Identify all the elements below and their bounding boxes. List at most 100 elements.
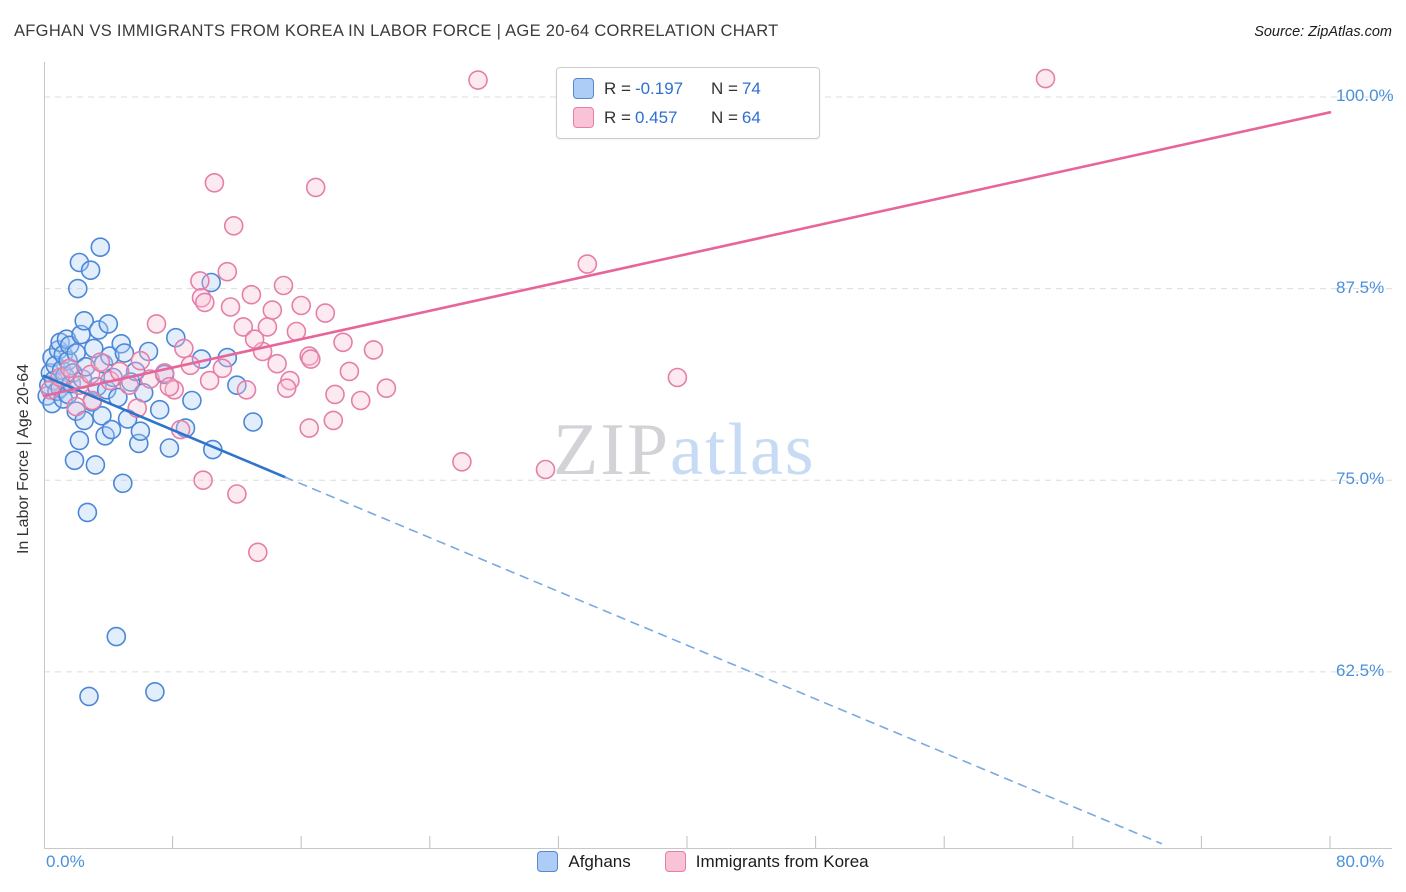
scatter-point-afghans[interactable] [77, 502, 98, 523]
scatter-point-korea[interactable] [193, 470, 213, 491]
scatter-point-afghans[interactable] [92, 405, 112, 426]
scatter-point-afghans[interactable] [101, 419, 122, 440]
scatter-point-afghans[interactable] [100, 346, 120, 366]
scatter-point-afghans[interactable] [98, 314, 119, 334]
scatter-point-korea[interactable] [220, 297, 241, 317]
scatter-point-afghans[interactable] [149, 399, 170, 420]
n-value-afghans: 74 [741, 78, 761, 98]
scatter-point-afghans[interactable] [74, 310, 94, 331]
scatter-point-korea[interactable] [667, 367, 688, 388]
scatter-point-korea[interactable] [90, 352, 111, 373]
scatter-point-korea[interactable] [59, 358, 80, 379]
scatter-point-korea[interactable] [204, 173, 225, 193]
series-legend: Afghans Immigrants from Korea [0, 851, 1406, 872]
scatter-point-korea[interactable] [66, 396, 86, 417]
r-label: R = [604, 107, 631, 127]
scatter-point-afghans[interactable] [69, 252, 90, 273]
afghans-swatch-icon [537, 851, 559, 872]
legend-item-korea: Immigrants from Korea [664, 851, 869, 872]
scatter-point-korea[interactable] [363, 340, 384, 360]
scatter-point-korea[interactable] [146, 314, 167, 334]
scatter-point-afghans[interactable] [227, 375, 247, 396]
korea-swatch-icon [664, 851, 686, 872]
scatter-point-korea[interactable] [339, 361, 360, 382]
legend-item-afghans: Afghans [537, 851, 631, 872]
scatter-point-korea[interactable] [315, 303, 336, 323]
r-label: R = [604, 78, 631, 98]
y-tick-label-100: 100.0% [1336, 86, 1394, 105]
x-max-label: 80.0% [1336, 852, 1385, 871]
x-min-label: 0.0% [46, 852, 85, 871]
scatter-point-afghans[interactable] [79, 686, 99, 707]
scatter-point-afghans[interactable] [80, 260, 101, 281]
scatter-point-afghans[interactable] [68, 278, 88, 299]
scatter-point-korea[interactable] [159, 376, 180, 397]
scatter-point-korea[interactable] [305, 177, 326, 198]
legend-label-afghans: Afghans [568, 851, 631, 871]
scatter-point-korea[interactable] [241, 284, 262, 305]
scatter-point-korea[interactable] [468, 70, 488, 90]
scatter-point-afghans[interactable] [243, 412, 263, 432]
scatter-point-korea[interactable] [267, 353, 287, 374]
n-label: N = [710, 107, 738, 127]
scatter-point-afghans[interactable] [85, 455, 106, 475]
scatter-point-korea[interactable] [276, 378, 297, 399]
scatter-point-korea[interactable] [244, 329, 265, 350]
scatter-point-afghans[interactable] [90, 237, 111, 257]
scatter-point-korea[interactable] [273, 275, 294, 296]
scatter-point-korea[interactable] [376, 378, 397, 399]
afghans-trend-solid [42, 374, 287, 479]
scatter-point-afghans[interactable] [182, 390, 202, 411]
scatter-point-afghans[interactable] [145, 681, 165, 702]
scatter-point-korea[interactable] [452, 451, 472, 472]
scatter-point-korea[interactable] [333, 332, 353, 353]
scatter-point-afghans[interactable] [113, 473, 133, 494]
watermark-zip-text: ZIP [553, 409, 670, 491]
source-attribution: Source: ZipAtlas.com [1254, 24, 1392, 40]
correlation-legend: R = -0.197 N = 74 R = 0.457 N = 64 [556, 67, 820, 139]
scatter-point-korea[interactable] [325, 384, 345, 405]
scatter-point-korea[interactable] [223, 216, 244, 236]
scatter-point-afghans[interactable] [64, 450, 85, 471]
scatter-point-korea[interactable] [195, 292, 215, 313]
scatter-point-korea[interactable] [174, 338, 194, 359]
scatter-point-korea[interactable] [299, 418, 320, 438]
scatter-point-korea[interactable] [236, 379, 257, 400]
scatter-point-korea[interactable] [1035, 68, 1056, 89]
scatter-point-korea[interactable] [233, 317, 254, 337]
scatter-point-afghans[interactable] [130, 421, 151, 442]
r-value-korea: 0.457 [634, 107, 678, 127]
korea-swatch-icon [573, 107, 594, 128]
scatter-point-korea[interactable] [130, 350, 151, 371]
scatter-point-afghans[interactable] [159, 438, 180, 458]
scatter-point-korea[interactable] [350, 390, 371, 411]
afghans-swatch-icon [573, 78, 594, 99]
scatter-point-afghans[interactable] [88, 320, 109, 340]
scatter-point-korea[interactable] [212, 358, 233, 379]
scatter-point-afghans[interactable] [106, 626, 127, 647]
scatter-point-korea[interactable] [217, 261, 238, 282]
legend-label-korea: Immigrants from Korea [695, 851, 869, 871]
scatter-point-afghans[interactable] [58, 350, 78, 371]
n-label: N = [710, 78, 738, 98]
watermark-atlas-text: atlas [670, 409, 816, 491]
scatter-point-korea[interactable] [199, 370, 220, 391]
scatter-point-korea[interactable] [535, 459, 556, 480]
scatter-point-korea[interactable] [262, 300, 283, 320]
scatter-point-korea[interactable] [190, 271, 210, 291]
legend-row-korea: R = 0.457 N = 64 [573, 107, 803, 128]
scatter-point-korea[interactable] [291, 295, 312, 316]
scatter-point-afghans[interactable] [114, 343, 135, 363]
legend-row-afghans: R = -0.197 N = 74 [573, 78, 803, 99]
r-value-afghans: -0.197 [634, 78, 684, 98]
y-tick-label-87-5: 87.5% [1336, 278, 1385, 297]
scatter-point-korea[interactable] [577, 254, 598, 274]
scatter-point-korea[interactable] [227, 484, 247, 504]
scatter-point-korea[interactable] [300, 349, 321, 369]
zipatlas-watermark: ZIPatlas [553, 408, 816, 493]
y-tick-label-62-5: 62.5% [1336, 661, 1385, 680]
scatter-point-afghans[interactable] [69, 430, 90, 451]
scatter-point-korea[interactable] [247, 542, 268, 563]
scatter-point-korea[interactable] [323, 410, 344, 431]
